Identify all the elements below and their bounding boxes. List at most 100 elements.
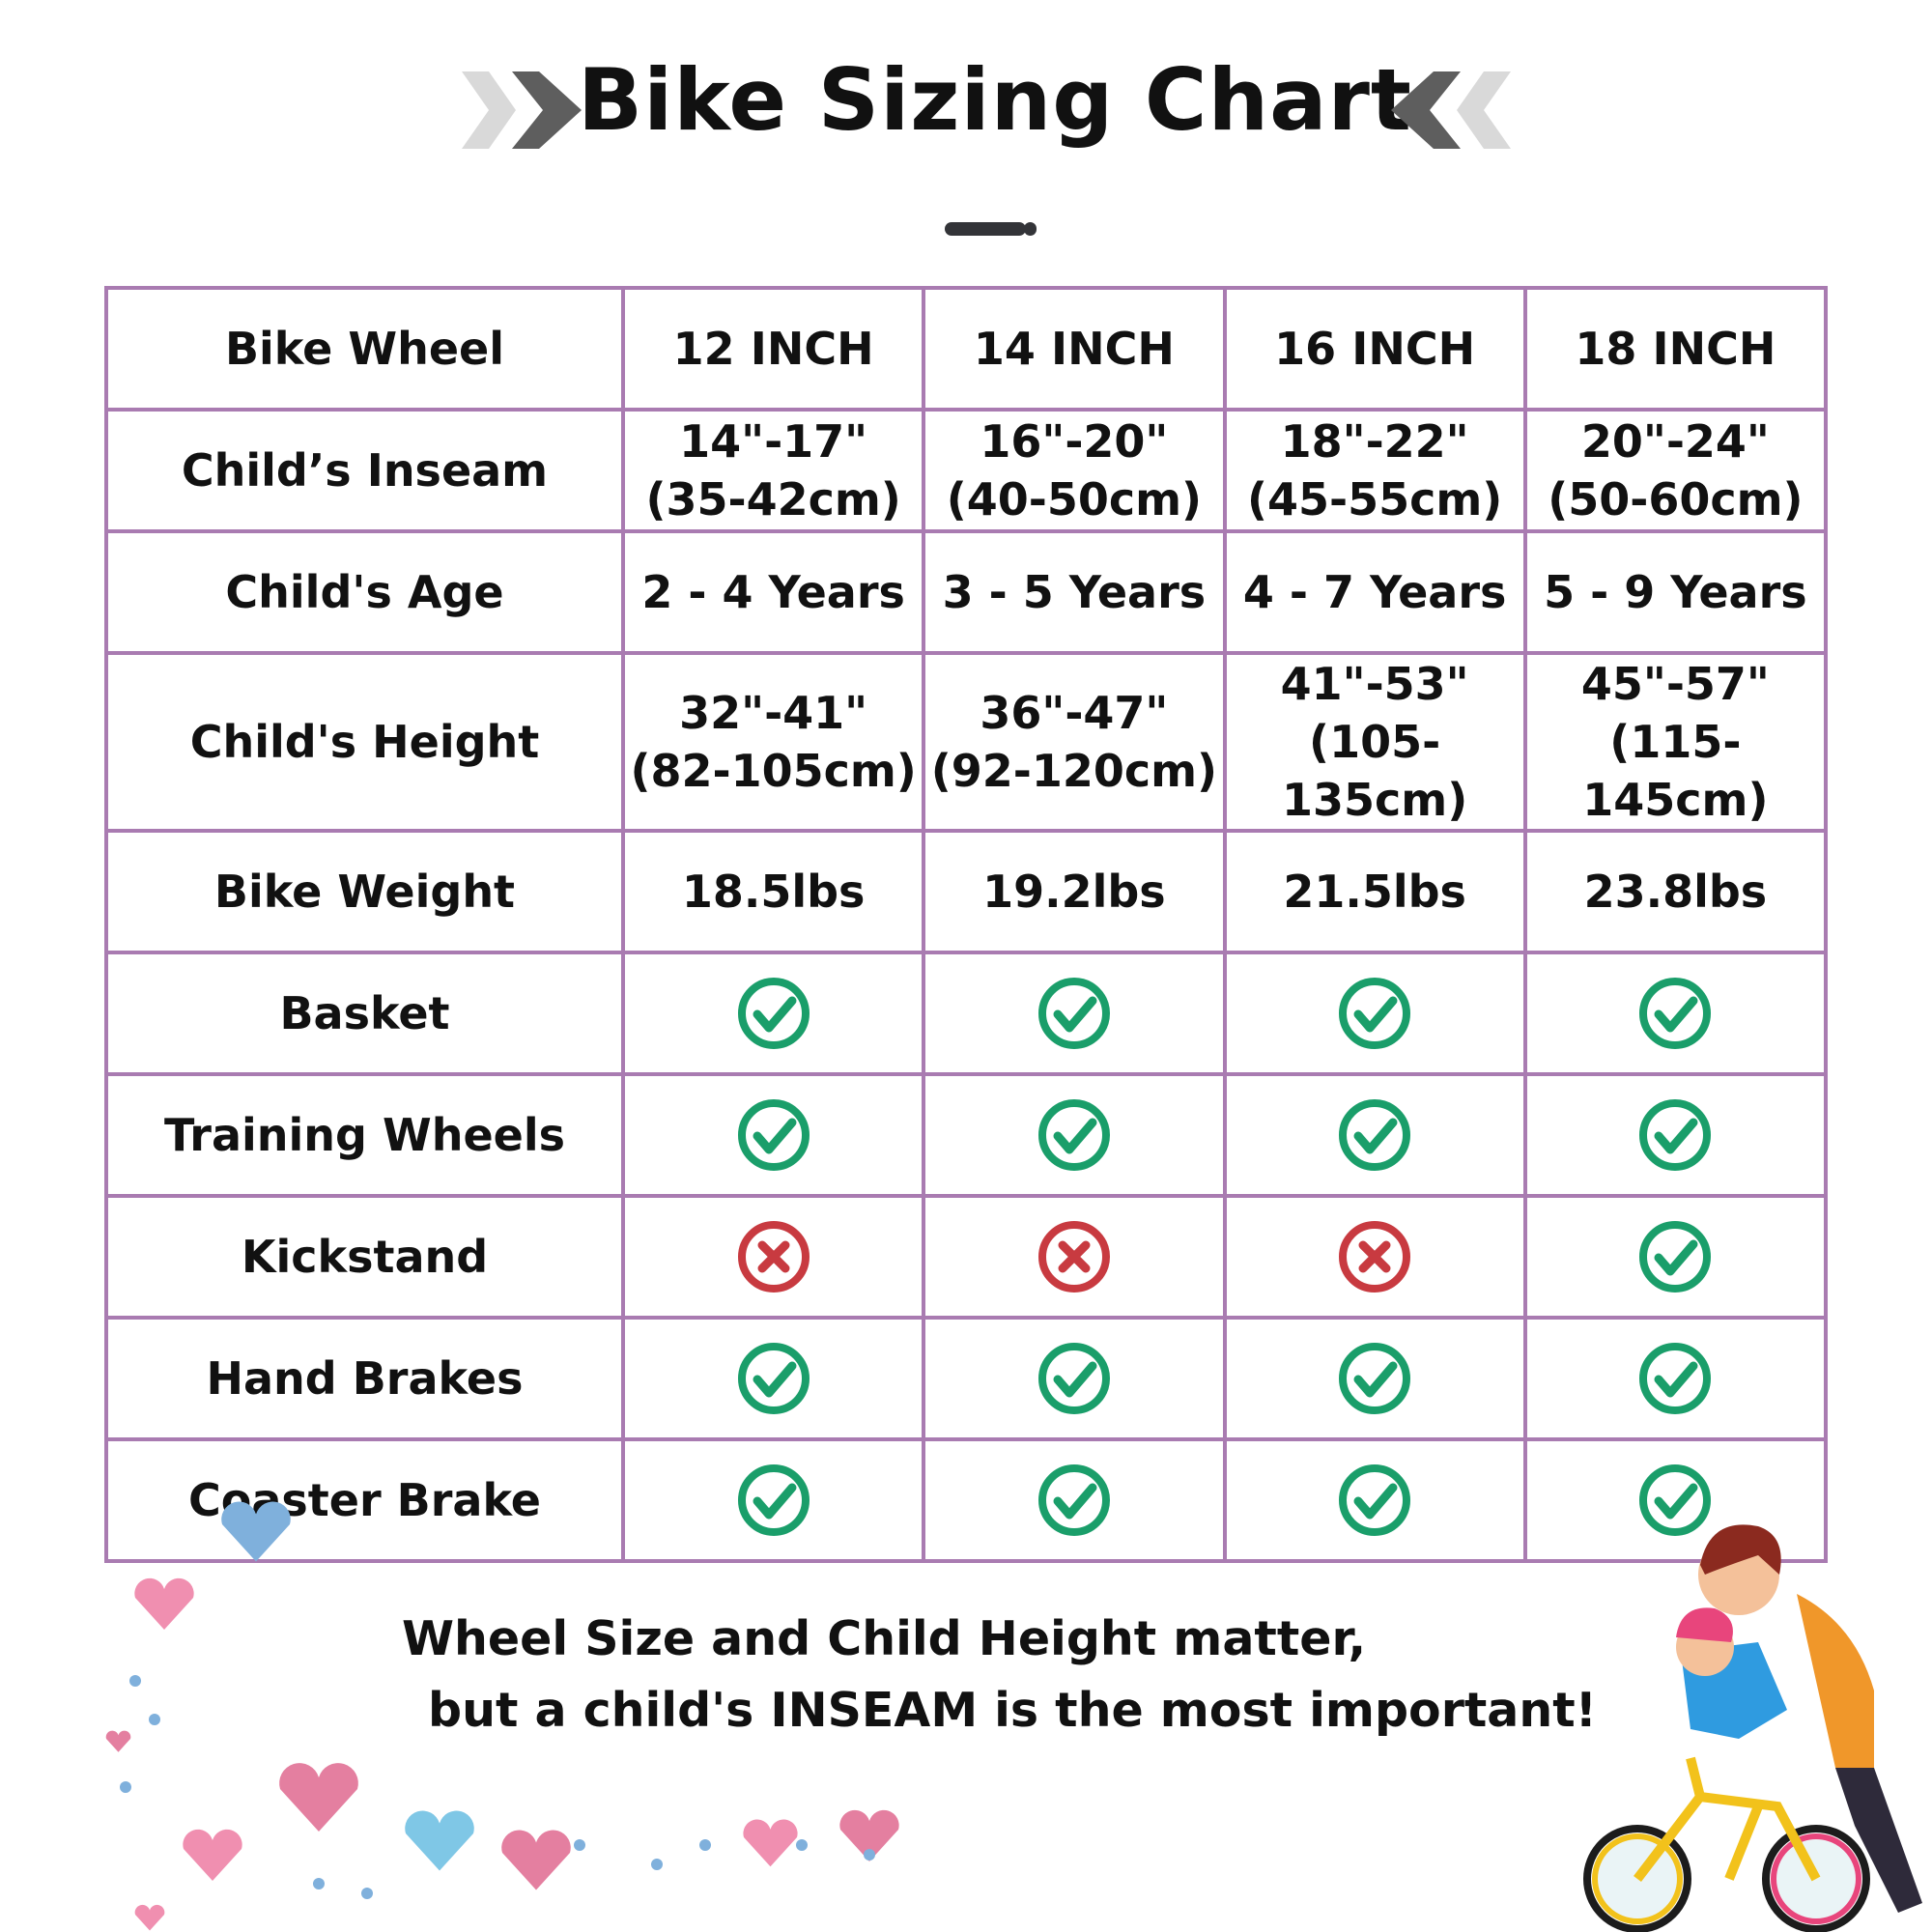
value-cell: 14 INCH [922, 286, 1227, 412]
row-label: Coaster Brake [104, 1437, 625, 1563]
feature-cell [1222, 1072, 1527, 1198]
heart-shape [839, 1809, 899, 1861]
check-circle-icon [1337, 1341, 1412, 1416]
feature-cell [922, 951, 1227, 1076]
row-label: Child’s Inseam [104, 408, 625, 533]
table-row: Hand Brakes [104, 1316, 1829, 1441]
dot-shape [313, 1878, 325, 1889]
value-cm: (82-105cm) [630, 745, 917, 797]
feature-cell [1222, 1316, 1527, 1441]
value-inches: 45"-57" [1580, 658, 1770, 710]
feature-cell [620, 1437, 926, 1563]
page-title: Bike Sizing Chart [578, 50, 1412, 150]
value-inches: 32"-41" [679, 687, 868, 739]
check-circle-icon [1637, 976, 1713, 1051]
value-cell: 3 - 5 Years [922, 529, 1227, 655]
feature-cell [620, 1316, 926, 1441]
row-label: Bike Weight [104, 829, 625, 954]
feature-cell [1522, 951, 1829, 1076]
parent-child-bike-illustration [1583, 1524, 1922, 1932]
check-circle-icon [1337, 1097, 1412, 1173]
chevrons-right-icon [462, 71, 582, 149]
table-row: Basket [104, 951, 1829, 1076]
check-circle-icon [1037, 1463, 1112, 1538]
value-cell: 18"-22" (45-55cm) [1222, 408, 1527, 533]
value-cell: 45"-57" (115-145cm) [1522, 651, 1829, 833]
feature-cell [1222, 951, 1527, 1076]
x-circle-icon [1037, 1219, 1112, 1294]
check-circle-icon [1337, 976, 1412, 1051]
hearts-decoration [105, 1501, 899, 1931]
heart-shape [221, 1501, 291, 1562]
value-cm: (115-145cm) [1582, 716, 1769, 826]
check-circle-icon [1637, 1341, 1713, 1416]
table-row: Coaster Brake [104, 1437, 1829, 1563]
value-cell: 32"-41" (82-105cm) [620, 651, 926, 833]
table-row: Child's Height 32"-41" (82-105cm) 36"-47" (9… [104, 651, 1829, 833]
value-cell: 18 INCH [1522, 286, 1829, 412]
value-cm: (45-55cm) [1246, 473, 1503, 526]
check-circle-icon [1037, 976, 1112, 1051]
dot-shape [864, 1849, 875, 1861]
heart-shape [134, 1577, 194, 1630]
check-circle-icon [1637, 1463, 1713, 1538]
dot-shape [699, 1839, 711, 1851]
value-inches: 20"-24" [1580, 415, 1770, 468]
value-cell: 41"-53" (105-135cm) [1222, 651, 1527, 833]
footer-line-1: Wheel Size and Child Height matter, [402, 1611, 1367, 1666]
x-circle-icon [736, 1219, 811, 1294]
feature-cell [620, 1072, 926, 1198]
value-cell: 36"-47" (92-120cm) [922, 651, 1227, 833]
value-cm: (105-135cm) [1282, 716, 1468, 826]
value-cell: 19.2lbs [922, 829, 1227, 954]
feature-cell [1222, 1437, 1527, 1563]
value-cell: 21.5lbs [1222, 829, 1527, 954]
feature-cell [620, 951, 926, 1076]
value-cell: 18.5lbs [620, 829, 926, 954]
check-circle-icon [736, 1463, 811, 1538]
value-inches: 36"-47" [980, 687, 1169, 739]
check-circle-icon [1637, 1219, 1713, 1294]
x-circle-icon [1337, 1219, 1412, 1294]
dot-shape [796, 1839, 808, 1851]
value-cm: (92-120cm) [930, 745, 1218, 797]
heart-shape [405, 1810, 474, 1871]
value-cell: 2 - 4 Years [620, 529, 926, 655]
divider-dot [1024, 222, 1037, 236]
chevrons-left-icon [1391, 71, 1511, 149]
feature-cell [922, 1316, 1227, 1441]
table-row: Child's Age 2 - 4 Years 3 - 5 Years 4 - 7 Y… [104, 529, 1829, 655]
row-label: Training Wheels [104, 1072, 625, 1198]
feature-cell [922, 1194, 1227, 1320]
check-circle-icon [736, 976, 811, 1051]
check-circle-icon [736, 1341, 811, 1416]
row-label: Child's Age [104, 529, 625, 655]
sizing-table: Bike Wheel 12 INCH 14 INCH 16 INCH 18 INCH Ch… [104, 286, 1829, 1563]
value-cell: 4 - 7 Years [1222, 529, 1527, 655]
value-cell: 20"-24" (50-60cm) [1522, 408, 1829, 533]
feature-cell [922, 1072, 1227, 1198]
dot-shape [651, 1859, 663, 1870]
heart-shape [134, 1904, 165, 1931]
dot-shape [361, 1888, 373, 1899]
check-circle-icon [1037, 1341, 1112, 1416]
divider-dash [945, 222, 1026, 236]
value-cell: 12 INCH [620, 286, 926, 412]
value-inches: 14"-17" [679, 415, 868, 468]
row-label: Basket [104, 951, 625, 1076]
heart-shape [105, 1730, 131, 1752]
row-label: Bike Wheel [104, 286, 625, 412]
row-label: Kickstand [104, 1194, 625, 1320]
footer-line-2: but a child's INSEAM is the most importa… [428, 1683, 1598, 1738]
value-cell: 16"-20" (40-50cm) [922, 408, 1227, 533]
feature-cell [922, 1437, 1227, 1563]
check-circle-icon [1637, 1097, 1713, 1173]
feature-cell [1522, 1072, 1829, 1198]
heart-shape [279, 1763, 358, 1832]
value-inches: 41"-53" [1280, 658, 1469, 710]
check-circle-icon [736, 1097, 811, 1173]
check-circle-icon [1337, 1463, 1412, 1538]
dot-shape [574, 1839, 585, 1851]
value-cell: 14"-17" (35-42cm) [620, 408, 926, 533]
feature-cell [1222, 1194, 1527, 1320]
